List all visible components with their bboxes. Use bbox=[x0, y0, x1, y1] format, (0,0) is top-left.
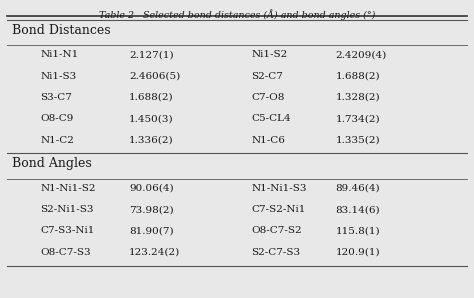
Text: N1-C2: N1-C2 bbox=[40, 136, 74, 145]
Text: Ni1-S2: Ni1-S2 bbox=[251, 50, 287, 59]
Text: 1.688(2): 1.688(2) bbox=[336, 72, 380, 80]
Text: S3-C7: S3-C7 bbox=[40, 93, 72, 102]
Text: 2.4606(5): 2.4606(5) bbox=[129, 72, 181, 80]
Text: Bond Distances: Bond Distances bbox=[12, 24, 111, 37]
Text: 1.688(2): 1.688(2) bbox=[129, 93, 174, 102]
Text: N1-C6: N1-C6 bbox=[251, 136, 285, 145]
Text: 83.14(6): 83.14(6) bbox=[336, 205, 380, 214]
Text: 1.336(2): 1.336(2) bbox=[129, 136, 174, 145]
Text: 2.127(1): 2.127(1) bbox=[129, 50, 174, 59]
Text: 89.46(4): 89.46(4) bbox=[336, 184, 380, 193]
Text: S2-Ni1-S3: S2-Ni1-S3 bbox=[40, 205, 94, 214]
Text: C7-S2-Ni1: C7-S2-Ni1 bbox=[251, 205, 305, 214]
Text: N1-Ni1-S3: N1-Ni1-S3 bbox=[251, 184, 307, 193]
Text: C7-S3-Ni1: C7-S3-Ni1 bbox=[40, 226, 95, 235]
Text: S2-C7-S3: S2-C7-S3 bbox=[251, 248, 300, 257]
Text: O8-C7-S3: O8-C7-S3 bbox=[40, 248, 91, 257]
Text: 1.328(2): 1.328(2) bbox=[336, 93, 380, 102]
Text: 1.450(3): 1.450(3) bbox=[129, 114, 174, 123]
Text: N1-Ni1-S2: N1-Ni1-S2 bbox=[40, 184, 96, 193]
Text: 123.24(2): 123.24(2) bbox=[129, 248, 181, 257]
Text: 2.4209(4): 2.4209(4) bbox=[336, 50, 387, 59]
Text: 1.734(2): 1.734(2) bbox=[336, 114, 380, 123]
Text: 73.98(2): 73.98(2) bbox=[129, 205, 174, 214]
Text: Ni1-S3: Ni1-S3 bbox=[40, 72, 76, 80]
Text: 120.9(1): 120.9(1) bbox=[336, 248, 380, 257]
Text: O8-C7-S2: O8-C7-S2 bbox=[251, 226, 301, 235]
Text: O8-C9: O8-C9 bbox=[40, 114, 73, 123]
Text: 1.335(2): 1.335(2) bbox=[336, 136, 380, 145]
Text: C5-CL4: C5-CL4 bbox=[251, 114, 291, 123]
Text: Table 2   Selected bond distances (Å) and bond angles (°): Table 2 Selected bond distances (Å) and … bbox=[99, 9, 375, 20]
Text: Bond Angles: Bond Angles bbox=[12, 157, 92, 170]
Text: S2-C7: S2-C7 bbox=[251, 72, 283, 80]
Text: 115.8(1): 115.8(1) bbox=[336, 226, 380, 235]
Text: 90.06(4): 90.06(4) bbox=[129, 184, 174, 193]
Text: Ni1-N1: Ni1-N1 bbox=[40, 50, 79, 59]
Text: 81.90(7): 81.90(7) bbox=[129, 226, 174, 235]
Text: C7-O8: C7-O8 bbox=[251, 93, 284, 102]
